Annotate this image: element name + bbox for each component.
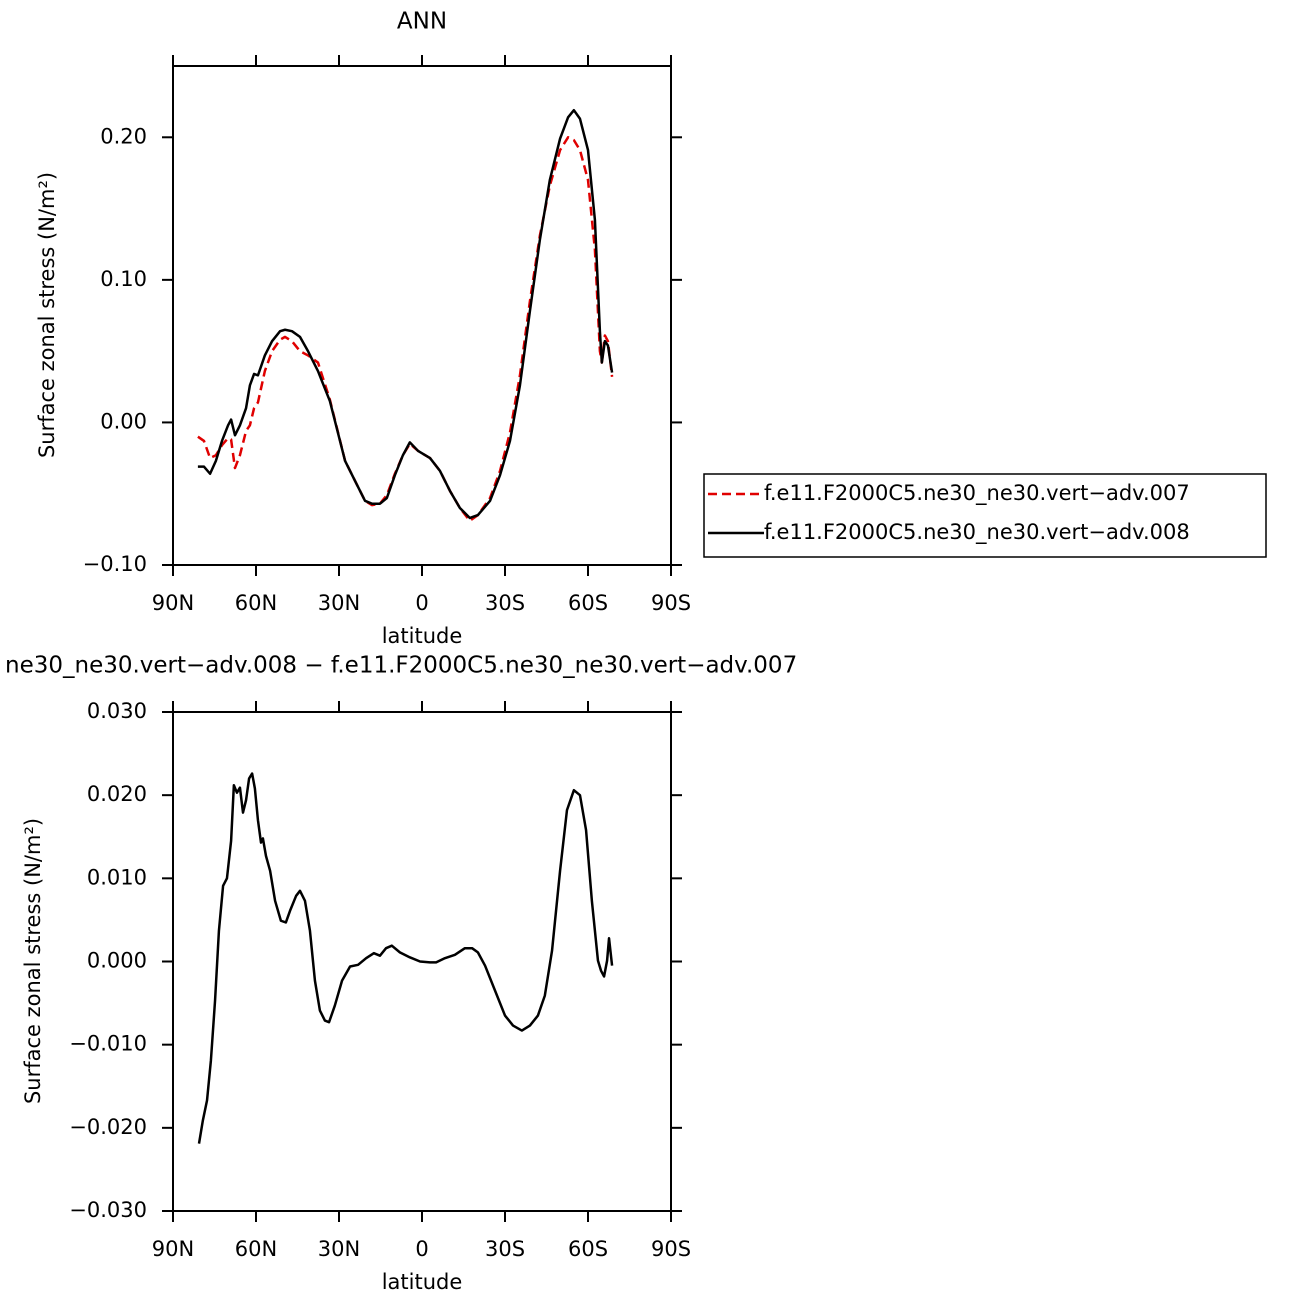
y-axis-label: Surface zonal stress (N/m²) (21, 818, 45, 1104)
x-tick-label: 0 (415, 591, 428, 615)
y-tick-label: 0.20 (100, 124, 147, 148)
x-tick-label: 90N (152, 1237, 194, 1261)
x-tick-label: 30N (318, 591, 360, 615)
y-tick-label: −0.030 (69, 1198, 147, 1222)
chart-title: ne30_ne30.vert−adv.008 − f.e11.F2000C5.n… (5, 653, 797, 679)
x-tick-label: 30S (485, 591, 525, 615)
y-axis-label: Surface zonal stress (N/m²) (35, 172, 59, 458)
y-tick-label: 0.020 (87, 782, 147, 806)
y-tick-label: 0.030 (87, 699, 147, 723)
y-tick-label: −0.10 (83, 552, 147, 576)
data-line (197, 136, 614, 523)
x-tick-label: 90N (152, 591, 194, 615)
panel: ne30_ne30.vert−adv.008 − f.e11.F2000C5.n… (5, 653, 797, 1295)
y-tick-label: −0.020 (69, 1115, 147, 1139)
x-tick-label: 90S (651, 591, 691, 615)
legend-label: f.e11.F2000C5.ne30_ne30.vert−adv.008 (764, 520, 1190, 545)
y-tick-label: 0.000 (87, 949, 147, 973)
x-tick-label: 60S (568, 591, 608, 615)
legend: f.e11.F2000C5.ne30_ne30.vert−adv.007 f.e1… (703, 473, 1267, 558)
x-tick-label: 0 (415, 1237, 428, 1261)
data-line (197, 108, 614, 520)
y-tick-label: 0.010 (87, 865, 147, 889)
y-tick-label: −0.010 (69, 1032, 147, 1056)
x-tick-label: 60S (568, 1237, 608, 1261)
data-line (197, 772, 614, 1144)
chart-title: ANN (397, 9, 447, 35)
x-axis-label: latitude (382, 1270, 463, 1294)
x-tick-label: 90S (651, 1237, 691, 1261)
x-tick-label: 60N (235, 591, 277, 615)
y-tick-label: 0.10 (100, 267, 147, 291)
x-axis-label: latitude (382, 624, 463, 648)
plot-frame (172, 65, 672, 566)
y-tick-label: 0.00 (100, 409, 147, 433)
legend-frame (703, 473, 1267, 558)
legend-label: f.e11.F2000C5.ne30_ne30.vert−adv.007 (764, 481, 1190, 506)
plot-frame (172, 711, 672, 1212)
x-tick-label: 60N (235, 1237, 277, 1261)
x-tick-label: 30S (485, 1237, 525, 1261)
x-tick-label: 30N (318, 1237, 360, 1261)
panel: ANN latitude Surface zonal stress (N/m²) 90… (35, 9, 1267, 648)
